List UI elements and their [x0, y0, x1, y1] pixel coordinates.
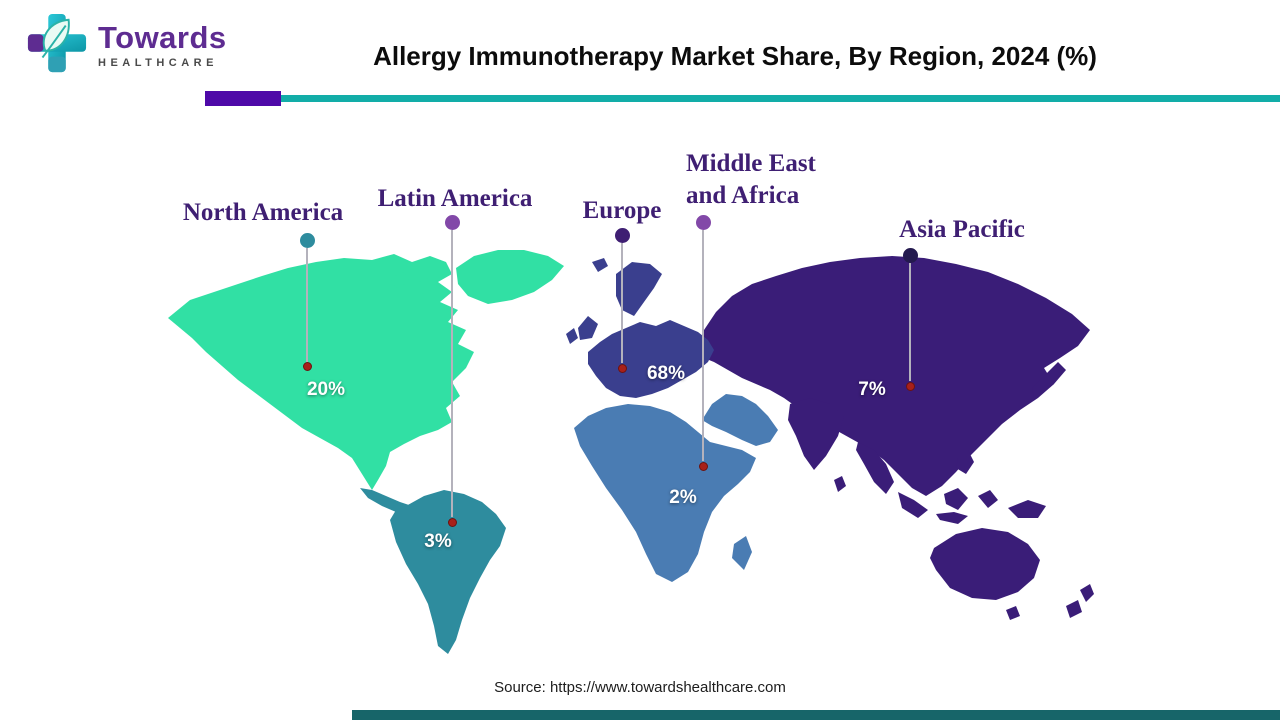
region-label-north-america: North America: [182, 199, 344, 226]
map-shape-arctic-island-1: [414, 278, 436, 294]
map-shape-india: [788, 398, 844, 470]
map-shape-north-america-mainland: [168, 254, 474, 490]
map-marker-dot-middle-east-africa: [699, 462, 708, 471]
map-shape-madagascar: [732, 536, 752, 570]
map-shape-new-guinea: [1008, 500, 1046, 518]
map-shape-greenland: [456, 250, 564, 304]
region-label-dot-asia-pacific: [903, 248, 918, 263]
map-shape-sumatra: [898, 492, 928, 518]
brand-subname: HEALTHCARE: [98, 57, 218, 69]
region-label-middle-east-africa: Middle East and Africa: [686, 150, 816, 209]
region-label-asia-pacific: Asia Pacific: [899, 216, 1025, 243]
region-label-dot-north-america: [300, 233, 315, 248]
map-region-latin-america: [360, 488, 506, 654]
bottom-accent-bar: [352, 710, 1280, 720]
map-shape-indochina: [856, 442, 894, 494]
divider-purple-segment: [205, 91, 281, 106]
leader-line-latin-america: [451, 230, 453, 517]
leader-line-asia-pacific: [909, 263, 911, 381]
map-shape-asia-mainland: [696, 256, 1090, 496]
region-label-dot-middle-east-africa: [696, 215, 711, 230]
map-marker-dot-north-america: [303, 362, 312, 371]
map-marker-dot-europe: [618, 364, 627, 373]
map-shape-ireland: [566, 328, 578, 344]
leader-line-middle-east-africa: [702, 230, 704, 461]
source-text: Source: https://www.towardshealthcare.co…: [494, 679, 786, 696]
brand-logo: Towards HEALTHCARE: [26, 12, 227, 79]
brand-name: Towards: [98, 20, 227, 55]
map-shape-tasmania: [1006, 606, 1020, 620]
map-region-europe: [566, 258, 714, 398]
region-value-middle-east-africa: 2%: [669, 487, 697, 508]
map-shape-south-america: [390, 490, 506, 654]
map-shape-sulawesi: [978, 490, 998, 508]
region-value-north-america: 20%: [306, 379, 346, 400]
region-label-dot-latin-america: [445, 215, 460, 230]
map-marker-dot-asia-pacific: [906, 382, 915, 391]
map-shape-borneo: [944, 488, 968, 510]
map-shape-uk: [578, 316, 598, 340]
map-shape-java: [936, 512, 968, 524]
map-shape-australia: [930, 528, 1040, 600]
map-shape-scandinavia: [616, 262, 662, 316]
map-shape-africa: [574, 404, 756, 582]
region-value-asia-pacific: 7%: [858, 379, 886, 400]
map-region-asia-pacific: [696, 256, 1094, 620]
map-shape-new-zealand-south: [1066, 600, 1082, 618]
map-region-north-america: [168, 250, 564, 490]
page-title: Allergy Immunotherapy Market Share, By R…: [373, 41, 1097, 71]
region-value-latin-america: 3%: [424, 531, 452, 552]
map-marker-dot-latin-america: [448, 518, 457, 527]
divider-teal-line: [281, 95, 1280, 102]
region-label-europe: Europe: [582, 197, 662, 224]
leader-line-north-america: [306, 248, 308, 362]
map-region-middle-east-africa: [574, 394, 778, 582]
region-value-europe: 68%: [646, 363, 686, 384]
map-shape-europe-mainland: [588, 320, 714, 398]
map-shape-iceland: [592, 258, 608, 272]
map-shape-japan: [1032, 362, 1066, 398]
map-shape-middle-east: [702, 394, 778, 446]
leader-line-europe: [621, 243, 623, 363]
map-shape-new-zealand-north: [1080, 584, 1094, 602]
cross-leaf-logo-icon: [26, 12, 88, 79]
region-label-latin-america: Latin America: [377, 185, 533, 212]
map-shape-arctic-island-2: [390, 272, 410, 288]
map-shape-philippines: [956, 450, 974, 474]
map-shape-sri-lanka: [834, 476, 846, 492]
region-label-dot-europe: [615, 228, 630, 243]
